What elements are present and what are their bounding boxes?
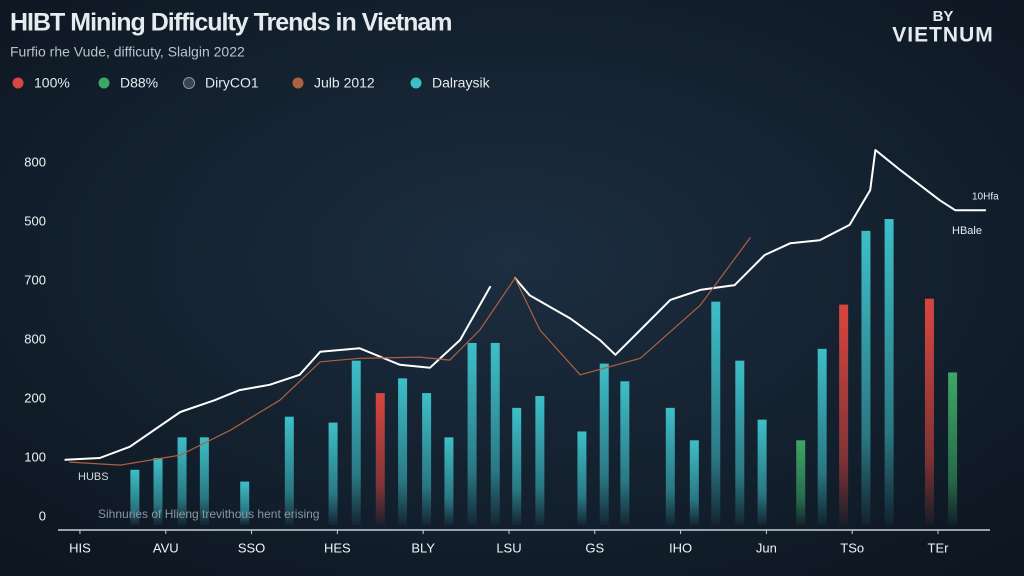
line [64, 149, 987, 461]
start-label: HUBS [78, 471, 109, 483]
x-tick-label: BLY [411, 540, 435, 555]
legend-label: 100% [34, 75, 70, 91]
bar [599, 363, 609, 525]
legend-marker [183, 77, 195, 89]
x-tick-label: HES [324, 540, 351, 555]
x-tick-label: HIS [69, 540, 91, 555]
bar [924, 298, 934, 525]
bar [398, 378, 408, 525]
bar [512, 407, 522, 525]
bar [130, 469, 140, 525]
bar [796, 440, 806, 525]
bar [490, 342, 500, 525]
bar [328, 422, 338, 525]
y-tick-label: 200 [24, 390, 46, 405]
legend-marker [410, 77, 422, 89]
x-tick-label: AVU [153, 540, 179, 555]
x-tick-label: LSU [496, 540, 521, 555]
end-sublabel: HBale [952, 225, 982, 237]
legend-label: DiryCO1 [205, 75, 259, 91]
bar [757, 419, 767, 525]
y-tick-label: 0 [39, 508, 46, 523]
bar [577, 431, 587, 525]
bar [199, 437, 209, 525]
line [69, 237, 751, 466]
y-tick-label: 800 [24, 331, 46, 346]
bar [861, 230, 871, 525]
bar [711, 301, 721, 525]
brand-name: VIETNUM [892, 24, 994, 47]
bar [665, 407, 675, 525]
bar [948, 372, 958, 525]
legend-marker [98, 77, 110, 89]
chart-subtitle: Furfio rhe Vude, difficuty, Slalgin 2022 [10, 44, 245, 60]
bar [240, 481, 250, 525]
bar [839, 304, 849, 525]
bar [817, 348, 827, 525]
bar [535, 396, 545, 525]
bar [351, 360, 361, 525]
bar [177, 437, 187, 525]
y-tick-label: 500 [24, 213, 46, 228]
x-tick-label: IHO [669, 540, 692, 555]
bar [422, 393, 432, 525]
legend-marker [12, 77, 24, 89]
bar [284, 416, 294, 525]
plot-area: 0 100 200 800 700 500 800 HIS AVU SSO HES BLY LSU GS I… [24, 149, 987, 555]
x-tick-label: Jun [756, 540, 777, 555]
x-tick-label: SSO [238, 540, 265, 555]
legend-label: Dalraysik [432, 75, 491, 91]
chart-title: HIBT Mining Difficulty Trends in Vietnam [10, 9, 452, 37]
legend-marker [292, 77, 304, 89]
bar [884, 219, 894, 526]
bar [153, 458, 163, 525]
annotation: Sihnuries of Hlieng trevithous hent eris… [98, 507, 319, 521]
bar [620, 381, 630, 525]
y-tick-label: 100 [24, 449, 46, 464]
y-tick-label: 700 [24, 272, 46, 287]
end-label: 10Hfa [972, 192, 999, 203]
x-tick-label: TEr [928, 540, 950, 555]
legend-label: Julb 2012 [314, 75, 375, 91]
bar [375, 393, 385, 525]
bar [444, 437, 454, 525]
y-tick-label: 800 [24, 154, 46, 169]
bar [689, 440, 699, 525]
bar [735, 360, 745, 525]
x-tick-label: GS [585, 540, 604, 555]
legend-label: D88% [120, 75, 158, 91]
bar [467, 342, 477, 525]
x-tick-label: TSo [840, 540, 864, 555]
brand-by: BY [933, 8, 954, 25]
